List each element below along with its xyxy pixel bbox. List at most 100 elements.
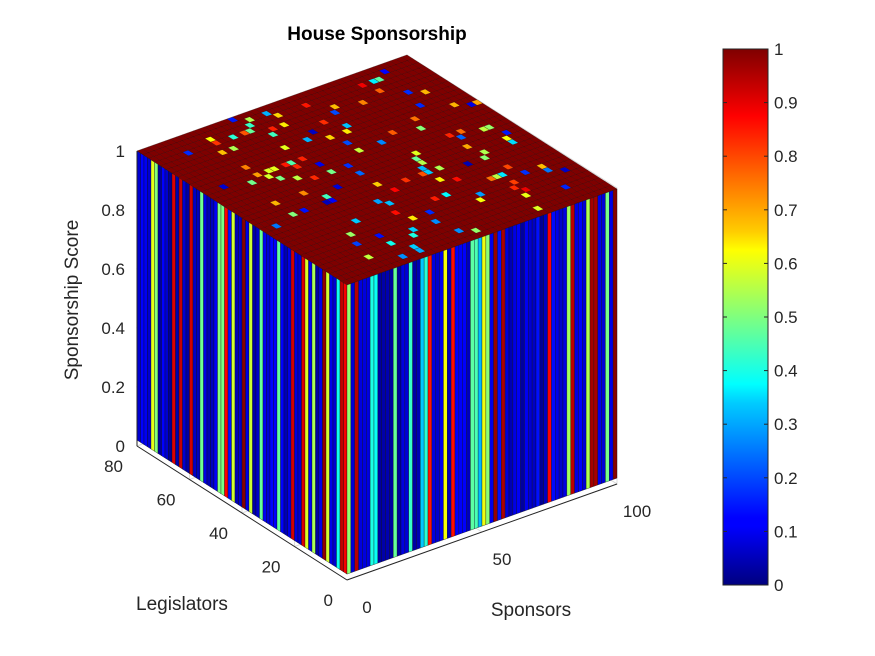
surface-wall-strip	[178, 177, 183, 470]
surface-wall-strip	[551, 210, 556, 502]
colorbar-tick-labels: 0 0.1 0.2 0.3 0.4 0.5 0.6 0.7 0.8 0.9 1	[723, 40, 798, 595]
surface-wall-strip	[443, 249, 448, 541]
surface-wall-strip	[252, 224, 257, 517]
surface-wall-strip	[315, 264, 320, 557]
surface-wall-strip	[558, 207, 564, 499]
surface-wall-strip	[171, 173, 176, 465]
chart-title: House Sponsorship	[287, 24, 466, 45]
surface-wall-strip	[182, 179, 187, 472]
surface-wall-strip	[259, 228, 264, 521]
surface-wall-strip	[255, 226, 260, 519]
surface-wall-strip	[238, 215, 243, 508]
surface-wall-strip	[466, 240, 471, 532]
surface-wall-strip	[241, 217, 246, 510]
y-tick-label: 60	[157, 491, 176, 510]
surface-wall-strip	[325, 271, 330, 564]
surface-wall-strip	[227, 208, 232, 501]
surface-wall-strip	[213, 199, 218, 492]
z-tick-label: 0.4	[101, 319, 125, 338]
surface-wall-strip	[593, 195, 598, 487]
surface-wall-strip	[283, 244, 288, 537]
surface-wall-strip	[234, 213, 239, 506]
surface-wall-strip	[439, 250, 444, 542]
z-tick-label: 0	[116, 437, 125, 456]
surface-wall-strip	[562, 206, 568, 498]
surface-wall-strip	[276, 240, 281, 532]
surface-wall-strip	[454, 244, 460, 536]
surface-wall-strip	[210, 197, 215, 490]
surface-wall-strip	[423, 255, 429, 547]
surface-wall-strip	[416, 258, 421, 550]
surface-wall-strip	[147, 157, 152, 450]
surface-wall-strip	[206, 195, 211, 488]
surface-wall-strip	[196, 188, 201, 481]
surface-wall-strip	[157, 164, 162, 457]
y-tick-label: 0	[324, 591, 333, 610]
surface-wall-strip	[462, 242, 467, 534]
surface-wall-strip	[150, 159, 155, 452]
surface-wall-strip	[412, 260, 417, 552]
surface-wall-strip	[322, 269, 327, 562]
x-tick-label: 100	[623, 502, 651, 521]
surface-wall-strip	[381, 271, 386, 563]
z-axis-label: Sponsorship Score	[62, 220, 83, 381]
x-axis-label: Sponsors	[491, 600, 571, 621]
surface-wall-strip	[528, 218, 533, 510]
colorbar-gradient	[722, 48, 769, 586]
surface-wall-strip	[535, 216, 541, 508]
surface-wall-strip	[520, 221, 525, 513]
surface-wall-strip	[477, 236, 483, 528]
surface-wall-strip	[358, 279, 363, 571]
surface-wall-strip	[262, 231, 267, 524]
surface-wall-strip	[474, 238, 479, 530]
colorbar-tick-label: 0.5	[774, 308, 798, 327]
colorbar-tick-label: 0.6	[774, 254, 798, 273]
surface-wall-strip	[481, 235, 487, 527]
surface-wall-strip	[539, 214, 544, 506]
surface-wall-strip	[168, 170, 173, 463]
x-tick-label: 50	[493, 550, 512, 569]
surface-wall-strip	[185, 181, 190, 474]
surface-wall-strip	[136, 150, 141, 443]
surface-wall-strip	[605, 191, 610, 483]
surface-wall-strip	[248, 222, 253, 515]
surface-wall-strip	[354, 280, 359, 572]
surface-wall-strip	[346, 283, 352, 575]
surface-wall-strip	[435, 251, 440, 543]
surface-wall-strip	[547, 212, 552, 504]
surface-wall-strip	[408, 261, 413, 553]
surface-wall-strip	[199, 190, 204, 483]
surface-wall-strip	[570, 203, 575, 495]
surface-wall-strip	[336, 277, 341, 570]
surface-wall-strip	[501, 228, 506, 520]
surface-wall-strip	[504, 227, 510, 519]
surface-wall-strip	[189, 184, 194, 477]
surface-wall-strip	[385, 269, 390, 561]
surface-wall-strip	[450, 246, 456, 538]
surface-wall-strip	[318, 266, 323, 559]
surface-wall-strip	[224, 206, 229, 499]
surface-wall-strip	[489, 232, 494, 524]
surface-wall-strip	[543, 213, 548, 505]
surface-wall-strip	[393, 266, 398, 558]
y-tick-label: 80	[104, 457, 123, 476]
surface-wall-strip	[497, 229, 502, 521]
colorbar-tick-label: 0	[774, 576, 783, 595]
surface-wall-strip	[493, 231, 498, 523]
colorbar-tick-label: 0.3	[774, 415, 798, 434]
surface-wall-strip	[524, 220, 529, 512]
surface-wall-strip	[508, 225, 514, 517]
colorbar-tick-label: 0.4	[774, 362, 798, 381]
colorbar-tick-label: 0.1	[774, 522, 798, 541]
surface-wall-strip	[266, 233, 271, 526]
surface-wall-strip	[304, 257, 309, 550]
surface-wall-strip	[512, 224, 517, 516]
surface-wall-strip	[332, 275, 337, 568]
y-axis-label: Legislators	[136, 594, 228, 615]
x-tick-labels: 0 50 100	[362, 502, 651, 617]
surface-wall-strip	[343, 282, 348, 575]
y-tick-labels: 0 20 40 60 80	[104, 457, 333, 610]
surface-wall-strip	[574, 202, 579, 494]
surface-wall-strip	[311, 262, 316, 555]
x-tick-label: 0	[362, 598, 371, 617]
